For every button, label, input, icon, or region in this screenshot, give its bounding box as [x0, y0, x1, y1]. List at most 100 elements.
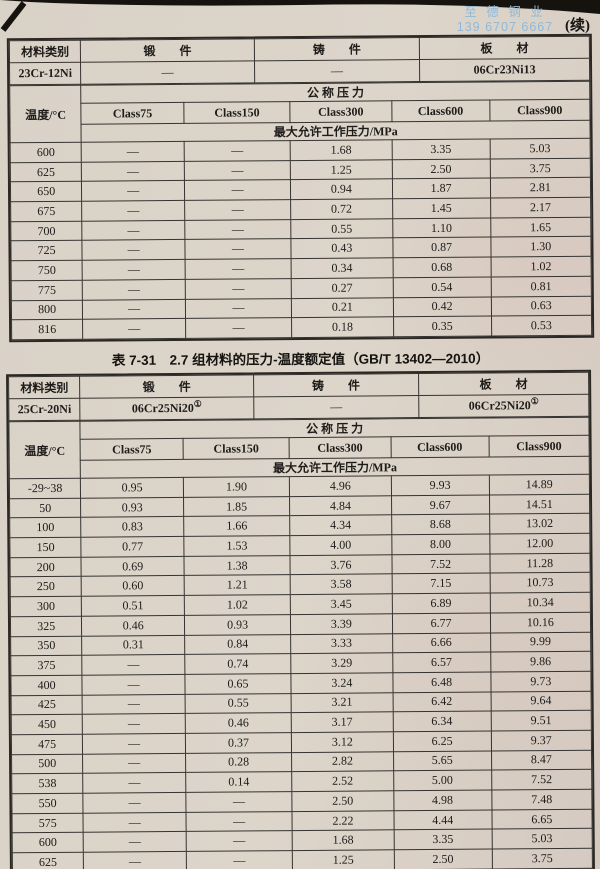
value-cell: —: [83, 772, 186, 794]
value-cell: 0.60: [81, 575, 185, 597]
temp-cell: 816: [11, 319, 84, 340]
value-cell: 10.16: [490, 611, 591, 633]
value-cell: 1.85: [183, 496, 290, 517]
value-cell: —: [81, 200, 185, 221]
forging-material-cell: 06Cr25Ni20①: [80, 396, 254, 421]
value-cell: 0.72: [290, 198, 393, 220]
value-cell: 3.29: [290, 652, 393, 674]
temp-cell: 700: [10, 220, 83, 242]
value-cell: 0.65: [184, 673, 292, 694]
plate-material-cell: 06Cr23Ni13: [419, 58, 590, 82]
class300-header: Class300: [289, 436, 391, 459]
temp-cell: 300: [10, 596, 82, 617]
watermark-phone: 139 6707 6667: [456, 20, 554, 34]
value-cell: 6.66: [392, 632, 491, 653]
value-cell: 3.35: [393, 829, 492, 850]
value-cell: 8.68: [391, 514, 490, 535]
table-1-body: 600— —1.68 3.35 5.03 625— —1.25 2.50 3.75 650— —0…: [10, 138, 592, 340]
value-cell: —: [82, 318, 186, 340]
temp-cell: 650: [10, 181, 82, 202]
value-cell: 0.84: [184, 633, 291, 655]
value-cell: 0.37: [185, 732, 292, 753]
plate-material-text: 06Cr25Ni20: [468, 398, 531, 413]
value-cell: 0.31: [81, 634, 185, 656]
value-cell: 3.17: [291, 711, 393, 733]
value-cell: 0.27: [291, 277, 393, 299]
value-cell: 6.25: [392, 730, 492, 752]
value-cell: 0.74: [184, 653, 292, 675]
value-cell: 2.82: [291, 751, 394, 772]
value-cell: 9.67: [391, 494, 490, 516]
table-row: 625— —1.25 2.50 3.75: [12, 848, 593, 869]
value-cell: 0.46: [81, 615, 185, 636]
value-cell: —: [82, 279, 186, 300]
value-cell: 0.18: [291, 316, 394, 338]
value-cell: —: [185, 791, 293, 812]
value-cell: 2.22: [292, 810, 394, 831]
value-cell: 4.34: [289, 515, 392, 536]
value-cell: 6.42: [392, 691, 491, 712]
value-cell: 7.48: [491, 789, 592, 810]
value-cell: 0.83: [80, 516, 184, 538]
temp-cell: 100: [9, 517, 82, 538]
casting-header: 铸 件: [254, 37, 420, 61]
value-cell: 3.75: [491, 848, 593, 869]
forging-material-text: 06Cr25Ni20: [131, 400, 194, 416]
value-cell: —: [82, 298, 186, 320]
value-cell: 9.93: [390, 474, 490, 496]
value-cell: 2.50: [391, 158, 491, 180]
value-cell: 6.57: [392, 652, 491, 673]
temp-cell: 350: [10, 635, 83, 656]
value-cell: 0.35: [393, 316, 492, 337]
material-category-label: 材料类别: [9, 40, 81, 63]
value-cell: —: [82, 654, 185, 675]
value-cell: —: [83, 792, 186, 813]
forging-material-text: —: [161, 64, 174, 80]
temp-cell: 625: [12, 852, 84, 869]
value-cell: 0.68: [392, 257, 491, 278]
value-cell: 1.87: [392, 178, 491, 199]
value-cell: 5.03: [491, 828, 593, 849]
value-cell: 6.89: [391, 593, 491, 614]
temp-cell: 500: [11, 753, 84, 774]
value-cell: —: [186, 850, 293, 869]
value-cell: 3.12: [291, 731, 394, 753]
value-cell: 0.53: [491, 315, 592, 336]
forging-header: 锻 件: [79, 374, 254, 399]
value-cell: —: [184, 239, 292, 260]
value-cell: 1.68: [292, 830, 394, 851]
table-2-body: -29~38 0.95 1.90 4.96 9.93 14.89 50 0.93 1.85 4.8…: [9, 474, 593, 869]
temp-cell: 475: [11, 734, 83, 755]
table-row: 816— —0.18 0.35 0.53: [11, 315, 592, 340]
temp-cell: 200: [9, 556, 82, 578]
value-cell: 4.96: [289, 475, 392, 497]
plate-material-text: 06Cr23Ni13: [473, 62, 536, 77]
temp-cell: 625: [10, 161, 82, 183]
plate-material-cell: 06Cr25Ni20①: [418, 394, 589, 418]
value-cell: 1.30: [490, 236, 592, 258]
value-cell: —: [83, 811, 187, 833]
value-cell: —: [83, 831, 187, 853]
value-cell: 1.68: [290, 139, 392, 161]
class900-header: Class900: [488, 435, 590, 457]
class150-header: Class150: [183, 437, 290, 460]
value-cell: 13.02: [489, 513, 590, 534]
temp-cell: 550: [11, 793, 84, 814]
value-cell: 9.73: [490, 670, 592, 692]
casting-material-cell: —: [253, 395, 419, 419]
temp-cell: 425: [11, 694, 83, 715]
temp-cell: 675: [10, 201, 83, 222]
value-cell: —: [83, 851, 187, 869]
temp-cell: 800: [11, 299, 83, 320]
value-cell: —: [184, 160, 291, 181]
plate-header: 板 材: [418, 372, 589, 396]
value-cell: 0.34: [291, 257, 393, 279]
value-cell: 0.46: [185, 712, 292, 734]
value-cell: —: [185, 317, 292, 339]
continued-label: (续): [565, 18, 590, 34]
class75-header: Class75: [80, 438, 184, 461]
table-2-material-header: 材料类别 锻 件 铸 件 板 材 25Cr-20Ni 06Cr25Ni20① —…: [8, 372, 589, 422]
casting-header: 铸 件: [253, 373, 419, 397]
value-cell: 2.50: [393, 848, 493, 869]
